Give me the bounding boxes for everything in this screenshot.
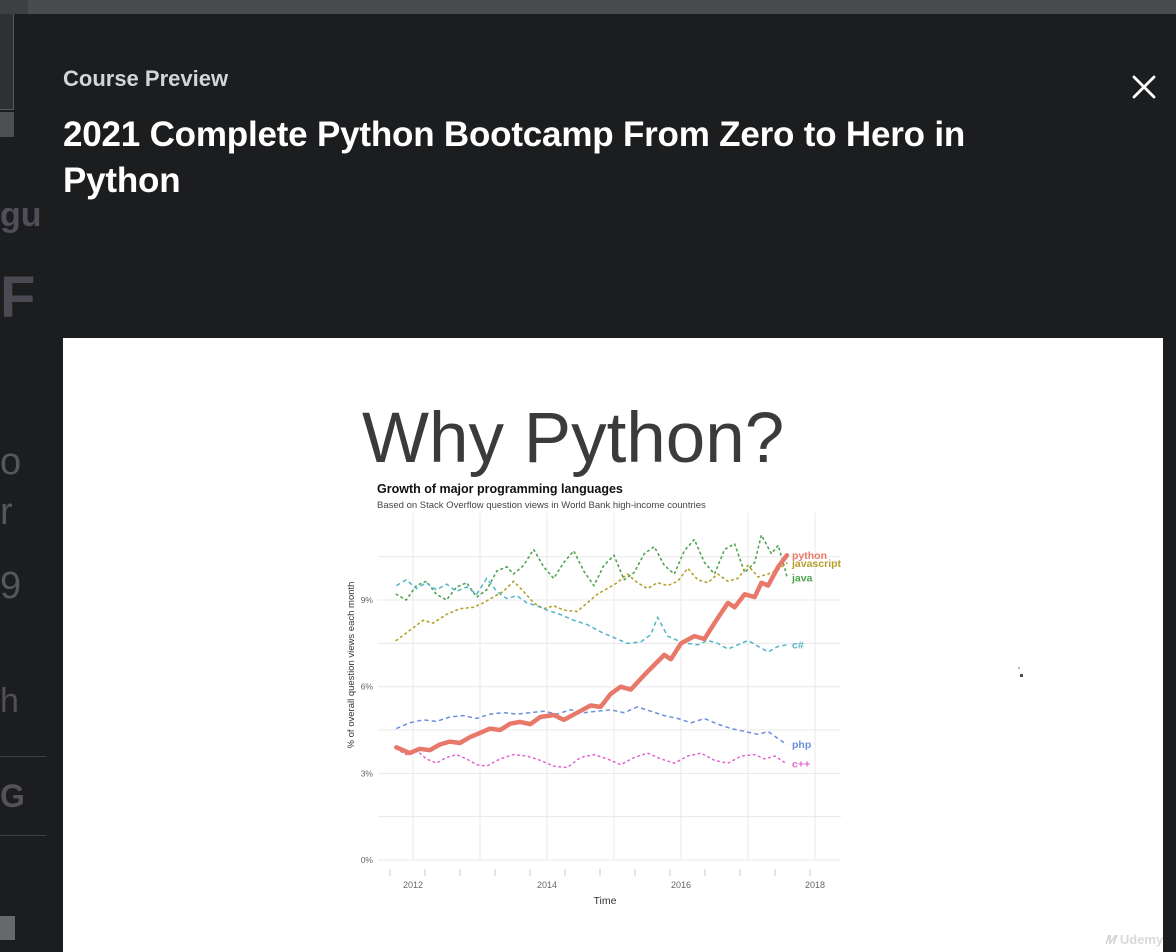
- chart-line-php: [396, 706, 788, 746]
- modal-eyebrow: Course Preview: [63, 66, 229, 91]
- background-text-fragment: F: [0, 265, 36, 330]
- x-axis-tick-label: 2014: [537, 880, 557, 890]
- series-label-java: java: [791, 573, 813, 585]
- udemy-logo-icon: M: [1103, 932, 1120, 947]
- chart-line-python: [394, 553, 790, 756]
- background-text-fragment: r: [0, 491, 13, 533]
- background-text-fragment: h: [0, 682, 19, 720]
- background-gray-block: [0, 916, 15, 940]
- x-axis-tick-label: 2018: [805, 880, 825, 890]
- y-axis-tick-label: 3%: [361, 768, 374, 778]
- close-icon: [1132, 75, 1156, 99]
- series-label-c++: c++: [792, 759, 810, 771]
- series-label-c#: c#: [792, 639, 804, 651]
- background-text-fragment: gu: [0, 196, 42, 234]
- udemy-watermark-text: Udemy: [1119, 932, 1164, 947]
- chart-subtitle: Based on Stack Overflow question views i…: [377, 500, 706, 511]
- course-title: 2021 Complete Python Bootcamp From Zero …: [63, 115, 966, 200]
- y-axis-tick-label: 0%: [361, 855, 374, 865]
- series-label-python: python: [792, 550, 827, 562]
- background-gray-block: [0, 112, 14, 137]
- background-page-topbar: [0, 0, 1176, 14]
- background-topbar-segment: [0, 0, 28, 14]
- chart-plot: 0% 3% 6% 9% 2012 2014 2016 2018 java javascript c#…: [347, 513, 842, 907]
- y-axis-title: % of overall question views each month: [347, 582, 357, 749]
- chart-line-c#: [395, 577, 788, 653]
- x-axis-tick-label: 2016: [671, 880, 691, 890]
- background-text-fragment: 9: [0, 565, 22, 607]
- video-artifact-dot: [1020, 674, 1023, 677]
- x-axis-title: Time: [594, 895, 617, 907]
- udemy-watermark: MUdemy: [1103, 932, 1164, 947]
- background-text-fragment: o: [0, 441, 22, 483]
- chart-line-java: [395, 532, 788, 602]
- slide-heading: Why Python?: [362, 399, 785, 478]
- background-divider: [0, 835, 46, 836]
- growth-chart: Growth of major programming languages Ba…: [347, 478, 847, 908]
- x-axis-tick-label: 2012: [403, 880, 423, 890]
- chart-line-c++: [395, 748, 788, 769]
- video-artifact-dot: [1018, 667, 1020, 669]
- background-divider: [0, 756, 46, 757]
- series-label-php: php: [792, 739, 811, 751]
- background-player-corner: [0, 14, 14, 110]
- series-label-javascript: javascript: [791, 558, 842, 570]
- video-player[interactable]: Why Python? Growth of major programming …: [63, 338, 1163, 952]
- chart-title: Growth of major programming languages: [377, 482, 623, 496]
- background-page-edge: gu F o r 9 h G: [0, 14, 63, 952]
- chart-line-javascript: [395, 562, 788, 642]
- background-text-fragment: G: [0, 778, 25, 814]
- y-axis-tick-label: 9%: [361, 595, 374, 605]
- y-axis-tick-label: 6%: [361, 682, 374, 692]
- close-button[interactable]: [1127, 70, 1161, 104]
